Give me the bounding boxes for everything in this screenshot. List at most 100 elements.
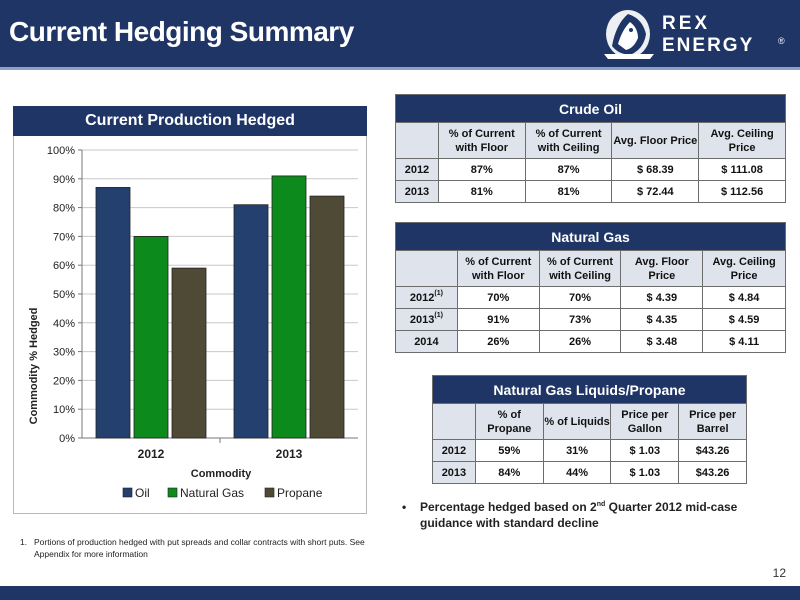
legend-swatch — [167, 487, 178, 498]
x-axis-label: Commodity — [191, 468, 252, 480]
value-cell: $ 68.39 — [611, 158, 700, 181]
value-cell: 73% — [538, 308, 622, 331]
registered-mark: ® — [778, 36, 785, 46]
column-header: % of Current with Floor — [456, 250, 540, 287]
y-axis-label: Commodity % Hedged — [28, 308, 40, 425]
column-header: Price per Gallon — [610, 403, 680, 440]
page-title: Current Hedging Summary — [9, 16, 354, 47]
value-cell: $ 4.59 — [702, 308, 786, 331]
value-cell: $ 4.35 — [620, 308, 704, 331]
value-cell: $43.26 — [678, 461, 747, 484]
footnote: 1. Portions of production hedged with pu… — [20, 536, 372, 560]
value-cell: $ 72.44 — [611, 180, 700, 203]
year-cell: 2013(1) — [395, 308, 458, 331]
footnote-number: 1. — [20, 537, 28, 547]
column-header: Price per Barrel — [678, 403, 747, 440]
table-row: 2012 59% 31% $ 1.03 $43.26 — [432, 439, 747, 462]
header-blank — [395, 122, 439, 159]
rex-energy-logo: REX ENERGY ® — [604, 10, 785, 59]
table-row: 2012 87% 87% $ 68.39 $ 111.08 — [395, 158, 786, 181]
year-cell: 2012 — [395, 158, 439, 181]
ngl-propane-table: Natural Gas Liquids/Propane % of Propane… — [432, 375, 747, 484]
x-tick-label: 2012 — [138, 447, 165, 461]
bullet-text: Percentage hedged based on 2nd Quarter 2… — [420, 500, 738, 530]
crude-oil-table: Crude Oil % of Current with Floor % of C… — [395, 94, 786, 203]
column-header: Avg. Ceiling Price — [702, 250, 786, 287]
y-tick-label: 0% — [59, 433, 75, 445]
legend-swatch — [264, 487, 275, 498]
table-row: 2012(1) 70% 70% $ 4.39 $ 4.84 — [395, 286, 786, 309]
value-cell: 59% — [474, 439, 544, 462]
value-cell: 26% — [538, 330, 622, 353]
value-cell: $ 3.48 — [620, 330, 704, 353]
value-cell: 81% — [437, 180, 526, 203]
y-tick-label: 90% — [53, 174, 75, 186]
x-tick-label: 2013 — [276, 447, 303, 461]
value-cell: 70% — [538, 286, 622, 309]
y-tick-label: 20% — [53, 375, 75, 387]
value-cell: $ 4.11 — [702, 330, 786, 353]
y-tick-label: 30% — [53, 347, 75, 359]
column-header: % of Current with Floor — [437, 122, 526, 159]
value-cell: $ 112.56 — [698, 180, 786, 203]
y-tick-label: 40% — [53, 318, 75, 330]
y-tick-label: 60% — [53, 260, 75, 272]
value-cell: 91% — [456, 308, 540, 331]
value-cell: $ 4.39 — [620, 286, 704, 309]
value-cell: 26% — [456, 330, 540, 353]
value-cell: $ 1.03 — [610, 461, 680, 484]
bar — [133, 236, 169, 439]
bar — [95, 187, 131, 439]
year-cell: 2013 — [395, 180, 439, 203]
year-cell: 2012(1) — [395, 286, 458, 309]
value-cell: 31% — [542, 439, 612, 462]
production-hedged-chart: Commodity % Hedged Commodity 0% 10% 20% 30%… — [28, 145, 358, 500]
header-blank — [432, 403, 476, 440]
logo-text-top: REX — [662, 13, 710, 34]
value-cell: 87% — [524, 158, 613, 181]
year-cell: 2013 — [432, 461, 476, 484]
value-cell: $43.26 — [678, 439, 747, 462]
bar — [233, 204, 269, 439]
natural-gas-table: Natural Gas % of Current with Floor % of… — [395, 222, 786, 353]
table-row: 2013 84% 44% $ 1.03 $43.26 — [432, 461, 747, 484]
year-cell: 2014 — [395, 330, 458, 353]
column-header: Avg. Floor Price — [620, 250, 704, 287]
legend-swatch — [122, 487, 133, 498]
table-row: 2013 81% 81% $ 72.44 $ 112.56 — [395, 180, 786, 203]
header-divider — [0, 67, 800, 70]
lion-emblem-icon — [604, 10, 654, 59]
value-cell: $ 111.08 — [698, 158, 786, 181]
bar — [309, 195, 345, 439]
chart-title: Current Production Hedged — [13, 106, 367, 136]
bullet-marker: • — [402, 500, 407, 514]
bar — [271, 175, 307, 439]
legend-label: Propane — [277, 486, 323, 500]
value-cell: 87% — [437, 158, 526, 181]
value-cell: 84% — [474, 461, 544, 484]
hedging-note-bullet: • Percentage hedged based on 2nd Quarter… — [402, 499, 782, 531]
y-tick-label: 10% — [53, 404, 75, 416]
header-bar — [0, 0, 800, 67]
column-header: % of Liquids — [542, 403, 612, 440]
value-cell: $ 1.03 — [610, 439, 680, 462]
logo-text-bottom: ENERGY — [662, 35, 754, 56]
value-cell: 81% — [524, 180, 613, 203]
crude-oil-title: Crude Oil — [395, 94, 786, 123]
column-header: % of Current with Ceiling — [538, 250, 622, 287]
footer-bar — [0, 586, 800, 600]
table-row: 2014 26% 26% $ 3.48 $ 4.11 — [395, 330, 786, 353]
header-blank — [395, 250, 458, 287]
page-number: 12 — [772, 566, 786, 580]
y-tick-label: 50% — [53, 289, 75, 301]
table-row: 2013(1) 91% 73% $ 4.35 $ 4.59 — [395, 308, 786, 331]
legend-label: Oil — [135, 486, 150, 500]
column-header: % of Current with Ceiling — [524, 122, 613, 159]
column-header: Avg. Ceiling Price — [698, 122, 786, 159]
legend-label: Natural Gas — [180, 486, 244, 500]
natural-gas-title: Natural Gas — [395, 222, 786, 251]
bar — [171, 267, 207, 439]
ngl-propane-title: Natural Gas Liquids/Propane — [432, 375, 747, 404]
year-cell: 2012 — [432, 439, 476, 462]
column-header: % of Propane — [474, 403, 544, 440]
